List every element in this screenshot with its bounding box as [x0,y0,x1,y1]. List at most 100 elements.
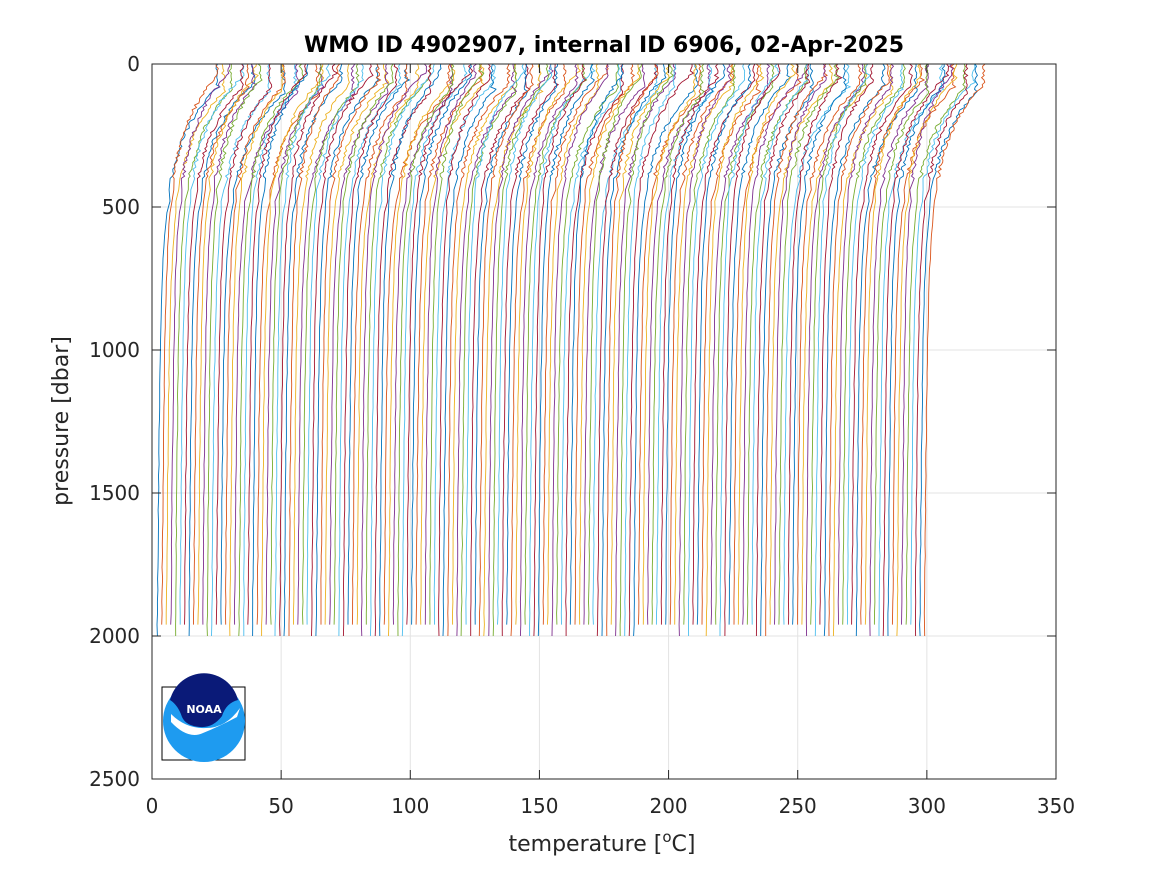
profile-line [633,63,699,637]
profile-line [915,63,969,637]
logo-bird-top [170,673,238,728]
profile-line [347,63,411,625]
x-tick-label: 250 [779,794,817,818]
profile-line [887,63,946,637]
profile-line [179,63,245,625]
profile-line [715,63,775,625]
profile-line [669,63,735,625]
profile-line [252,63,309,637]
profile-line [401,63,468,637]
profile-line [542,63,609,625]
profile-line [819,63,875,625]
profile-line [737,63,797,625]
profile-line [397,63,455,637]
profile-line [674,63,736,625]
profile-line [774,63,827,625]
profile-line [701,63,762,625]
profile-line [365,63,432,625]
profile-line [351,63,408,625]
profile-line [569,63,624,625]
profile-line [696,63,752,625]
profile-line [619,63,675,637]
profile-line [746,63,808,625]
profile-line [905,63,966,625]
profile-line [279,63,339,637]
profile-line [383,63,451,625]
profile-line [851,63,913,625]
profile-line [170,63,231,625]
profile-line [878,63,945,636]
profile-line [860,63,926,625]
profile-line [333,63,394,625]
profile-line [596,63,659,637]
profile-line [206,63,263,637]
profile-line [896,63,958,637]
profile-line [601,63,667,637]
x-tick-label: 300 [908,794,946,818]
profile-line [202,63,258,625]
profile-line [533,63,587,637]
profile-line [651,63,705,625]
x-tick-label: 200 [649,794,687,818]
profile-line [429,63,485,625]
x-axis-label: temperature [oC] [508,828,695,857]
profile-line [306,63,365,625]
profile-line [506,63,559,625]
profile-line [901,63,954,625]
profile-line [842,63,906,625]
profile-line [574,63,636,625]
noaa-logo: NOAA [161,673,246,762]
profile-line [424,63,477,625]
profile-line [769,63,834,625]
profile-line [683,63,736,625]
profile-line [374,63,432,637]
x-axis-label-superscript: o [662,828,671,846]
profile-line [719,63,781,636]
profile-line [655,63,715,625]
profile-line [220,63,286,625]
profile-line [288,63,341,636]
profile-line [537,63,595,637]
profile-line [832,63,894,637]
profile-line [311,63,374,637]
profile-line [420,63,485,625]
profile-line [560,63,622,625]
profile-line [411,63,473,625]
profile-line [687,63,746,637]
profile-line [256,63,320,625]
profile-line [787,63,843,625]
x-axis-label-text: temperature [ [508,832,662,857]
grid [152,64,1056,779]
profile-line [760,63,814,637]
profile-line [797,64,863,625]
profile-line [388,63,456,637]
profile-line [637,63,702,625]
profile-line [579,63,641,625]
profile-line [433,63,497,625]
profile-line [488,63,554,637]
x-tick-label: 150 [520,794,558,818]
profile-line [678,63,732,637]
profile-line [606,63,659,637]
profile-line [215,63,273,625]
profile-line [465,63,526,625]
profile-line [447,63,511,637]
y-tick-label: 2000 [89,624,140,648]
profile-line [265,63,325,625]
profile-line [724,63,781,637]
profile-line [642,63,697,625]
profile-line [882,63,950,637]
profile-line [792,63,847,625]
profile-line [501,64,560,637]
y-tick-label: 500 [102,195,140,219]
profile-line [828,63,890,637]
x-axis: 0 50 100 150 200 250 300 350 [146,64,1075,818]
profile-line [588,63,643,625]
profile-line [742,63,809,625]
profile-line [238,63,306,637]
profile-line [510,63,567,637]
profile-line [665,63,726,625]
profile-line [320,63,382,625]
profile-line [837,63,895,625]
